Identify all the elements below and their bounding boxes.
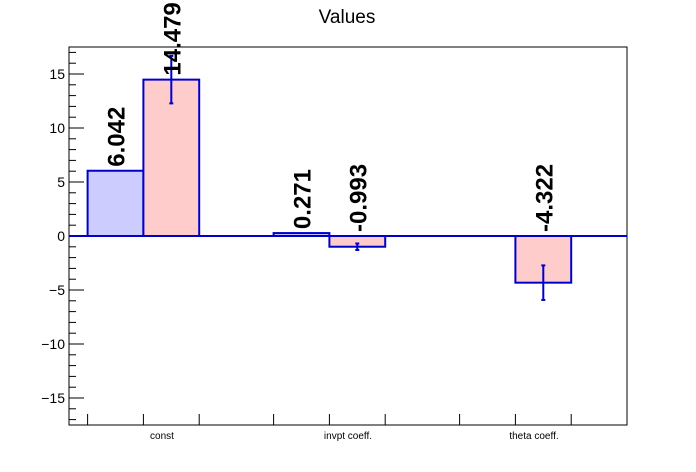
x-category-label: theta coeff. (509, 431, 558, 442)
y-tick-label: 15 (49, 66, 65, 82)
y-tick-label: 5 (57, 174, 65, 190)
bars-group (86, 78, 573, 284)
x-category-label: const (150, 431, 174, 442)
y-tick-label: 0 (57, 228, 65, 244)
y-tick-label: −10 (41, 336, 65, 352)
y-tick-label: 10 (49, 120, 65, 136)
data-labels-group: 6.042 0.271 14.479 -0.993 -4.322 (104, 2, 559, 232)
data-label: -0.993 (345, 164, 372, 232)
data-label: 0.271 (290, 169, 317, 229)
data-label: -4.322 (531, 164, 558, 232)
data-label: 6.042 (104, 107, 131, 167)
data-label: 14.479 (159, 2, 186, 75)
chart-title: Values (319, 7, 376, 28)
bar (86, 169, 145, 237)
error-bars-group (169, 54, 546, 301)
x-axis: const invpt coeff. theta coeff. (87, 414, 572, 442)
y-axis: −15 −10 −5 0 5 10 15 (41, 51, 84, 421)
x-category-label: invpt coeff. (324, 431, 372, 442)
y-tick-label: −5 (49, 282, 65, 298)
y-tick-label: −15 (41, 390, 65, 406)
